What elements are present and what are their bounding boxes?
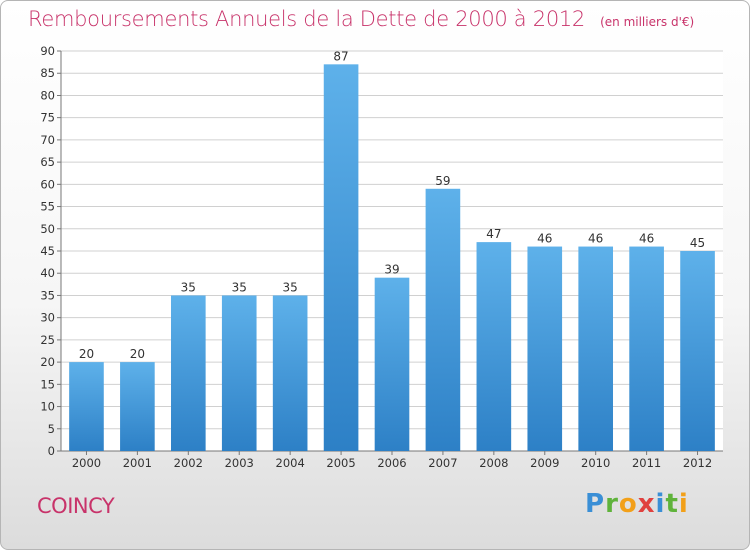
data-label: 46 xyxy=(588,232,603,246)
bar xyxy=(272,295,308,451)
y-tick-label: 50 xyxy=(40,222,55,236)
y-tick-label: 10 xyxy=(40,400,55,414)
data-label: 46 xyxy=(537,232,552,246)
y-tick-label: 70 xyxy=(40,133,55,147)
y-tick-label: 75 xyxy=(40,111,55,125)
axes: 0 5 10 15 20 25 30 35 40 45 50 55 60 65 70 75 80 85 90 2000… xyxy=(40,44,723,470)
data-label: 35 xyxy=(283,280,298,294)
bar xyxy=(374,277,410,451)
x-tick-label: 2012 xyxy=(683,456,712,470)
logo-letter: i xyxy=(678,489,689,519)
chart-title: Remboursements Annuels de la Dette de 20… xyxy=(28,7,585,31)
y-tick-label: 55 xyxy=(40,200,55,214)
x-tick-label: 2002 xyxy=(174,456,203,470)
bar xyxy=(476,242,512,451)
data-label: 39 xyxy=(384,263,399,277)
data-label: 20 xyxy=(130,347,145,361)
y-tick-label: 30 xyxy=(40,311,55,325)
y-tick-label: 65 xyxy=(40,155,55,169)
x-tick-label: 2011 xyxy=(632,456,661,470)
data-label: 20 xyxy=(79,347,94,361)
logo-letter: P xyxy=(585,489,606,519)
data-label: 87 xyxy=(333,49,348,63)
data-label: 47 xyxy=(486,227,501,241)
bar xyxy=(629,246,664,451)
y-tick-label: 35 xyxy=(40,288,55,302)
y-tick-label: 45 xyxy=(40,244,55,258)
x-tick-label: 2000 xyxy=(72,456,101,470)
x-tick-label: 2006 xyxy=(377,456,406,470)
logo-letter: t xyxy=(665,489,679,519)
bar xyxy=(323,64,359,452)
bars xyxy=(69,64,715,452)
bar xyxy=(170,295,206,451)
x-tick-label: 2010 xyxy=(581,456,610,470)
data-labels: 20 20 35 35 35 87 39 59 47 46 46 46 45 xyxy=(79,49,705,361)
y-tick-label: 80 xyxy=(40,88,55,102)
x-tick-label: 2004 xyxy=(276,456,305,470)
bar xyxy=(425,188,461,451)
bar xyxy=(527,246,563,451)
y-tick-label: 0 xyxy=(48,444,55,458)
logo-letter: x xyxy=(637,489,656,519)
bar xyxy=(680,251,715,451)
x-tick-label: 2008 xyxy=(479,456,508,470)
logo-letter: o xyxy=(618,489,638,519)
chart-title-block: Remboursements Annuels de la Dette de 20… xyxy=(28,7,694,31)
x-tick-label: 2009 xyxy=(530,456,559,470)
proxiti-logo[interactable]: Proxiti xyxy=(585,489,689,519)
y-tick-label: 20 xyxy=(40,355,55,369)
data-label: 45 xyxy=(690,236,705,250)
y-tick-label: 40 xyxy=(40,266,55,280)
data-label: 35 xyxy=(181,280,196,294)
chart-units: (en milliers d'€) xyxy=(600,15,695,29)
y-tick-label: 15 xyxy=(40,377,55,391)
bar xyxy=(578,246,614,451)
y-tick-label: 25 xyxy=(40,333,55,347)
y-tick-label: 5 xyxy=(48,422,55,436)
commune-name: COINCY xyxy=(37,494,115,518)
y-tick-label: 90 xyxy=(40,44,55,58)
data-label: 35 xyxy=(232,280,247,294)
bar xyxy=(120,362,155,451)
y-tick-label: 60 xyxy=(40,177,55,191)
bar xyxy=(69,362,104,451)
data-label: 59 xyxy=(435,174,450,188)
x-tick-label: 2003 xyxy=(225,456,254,470)
x-tick-label: 2001 xyxy=(123,456,152,470)
y-tick-label: 85 xyxy=(40,66,55,80)
x-tick-label: 2005 xyxy=(326,456,355,470)
logo-letter: i xyxy=(655,489,666,519)
bar xyxy=(221,295,257,451)
logo-letter: r xyxy=(605,489,619,519)
x-tick-label: 2007 xyxy=(428,456,457,470)
data-label: 46 xyxy=(639,232,654,246)
